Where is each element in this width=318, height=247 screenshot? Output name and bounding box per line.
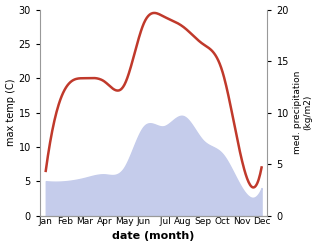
X-axis label: date (month): date (month) [113,231,195,242]
Y-axis label: med. precipitation
(kg/m2): med. precipitation (kg/m2) [293,71,313,154]
Y-axis label: max temp (C): max temp (C) [5,79,16,146]
